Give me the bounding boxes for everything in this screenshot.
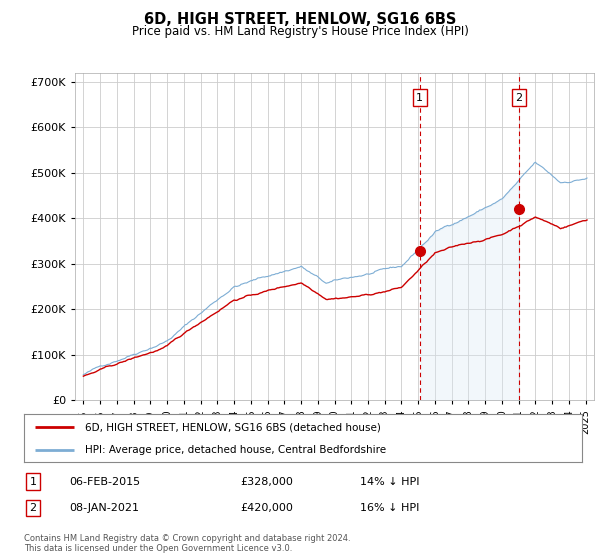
Text: 14% ↓ HPI: 14% ↓ HPI xyxy=(360,477,419,487)
Text: 2: 2 xyxy=(515,93,523,103)
Text: 16% ↓ HPI: 16% ↓ HPI xyxy=(360,503,419,513)
Text: £328,000: £328,000 xyxy=(240,477,293,487)
Text: 6D, HIGH STREET, HENLOW, SG16 6BS (detached house): 6D, HIGH STREET, HENLOW, SG16 6BS (detac… xyxy=(85,422,381,432)
Text: 08-JAN-2021: 08-JAN-2021 xyxy=(69,503,139,513)
Text: £420,000: £420,000 xyxy=(240,503,293,513)
Text: 1: 1 xyxy=(29,477,37,487)
Text: HPI: Average price, detached house, Central Bedfordshire: HPI: Average price, detached house, Cent… xyxy=(85,445,386,455)
Text: 1: 1 xyxy=(416,93,423,103)
Text: Price paid vs. HM Land Registry's House Price Index (HPI): Price paid vs. HM Land Registry's House … xyxy=(131,25,469,38)
Text: Contains HM Land Registry data © Crown copyright and database right 2024.
This d: Contains HM Land Registry data © Crown c… xyxy=(24,534,350,553)
Text: 6D, HIGH STREET, HENLOW, SG16 6BS: 6D, HIGH STREET, HENLOW, SG16 6BS xyxy=(144,12,456,27)
Text: 2: 2 xyxy=(29,503,37,513)
Text: 06-FEB-2015: 06-FEB-2015 xyxy=(69,477,140,487)
